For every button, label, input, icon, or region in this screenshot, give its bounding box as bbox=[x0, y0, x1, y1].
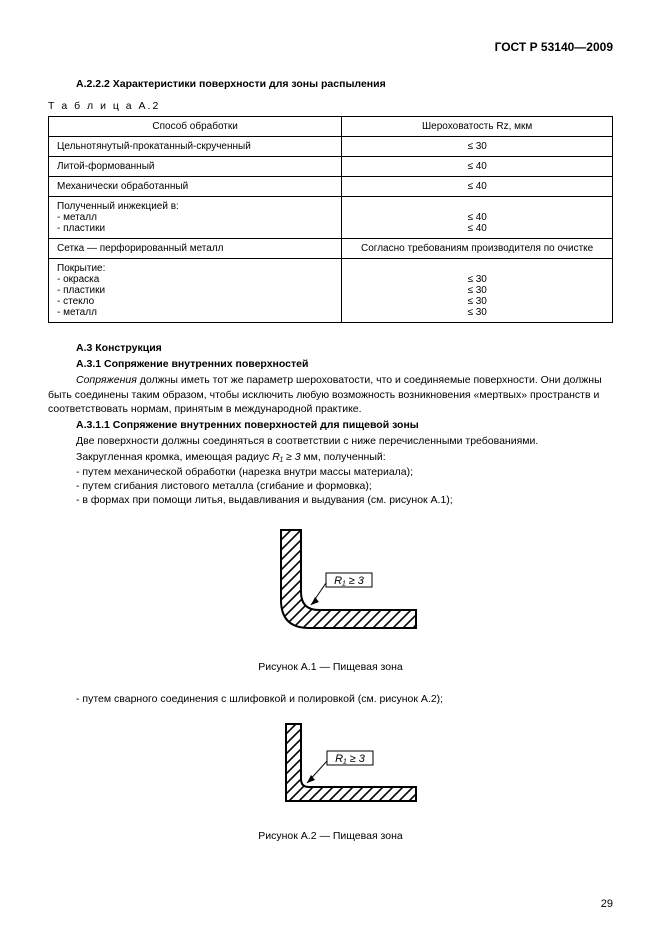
figure-a2-svg: R₁ ≥ 3 bbox=[231, 719, 431, 819]
a311-p1: Две поверхности должны соединяться в соо… bbox=[48, 434, 613, 448]
section-a31-title: А.3.1 Сопряжение внутренних поверхностей bbox=[48, 357, 613, 371]
figure-a1-label: R₁ ≥ 3 bbox=[334, 575, 365, 587]
a311-li3: - в формах при помощи литья, выдавливани… bbox=[48, 494, 613, 506]
figure-a2-label: R₁ ≥ 3 bbox=[335, 753, 366, 765]
table-row: Литой-формованный ≤ 40 bbox=[49, 157, 613, 177]
table-a2: Способ обработки Шероховатость Rz, мкм Ц… bbox=[48, 116, 613, 323]
a311-li1: - путем механической обработки (нарезка … bbox=[48, 466, 613, 478]
figure-a2: R₁ ≥ 3 bbox=[48, 719, 613, 822]
figure-a2-caption: Рисунок А.2 — Пищевая зона bbox=[48, 830, 613, 842]
table-a2-caption: Т а б л и ц а А.2 bbox=[48, 100, 613, 112]
table-row: Механически обработанный ≤ 40 bbox=[49, 177, 613, 197]
section-a222-title: А.2.2.2 Характеристики поверхности для з… bbox=[76, 78, 613, 90]
section-a311-title: А.3.1.1 Сопряжение внутренних поверхност… bbox=[48, 418, 613, 432]
a311-p2: Закругленная кромка, имеющая радиус R₁ ≥… bbox=[48, 450, 613, 464]
section-a3-title: А.3 Конструкция bbox=[48, 341, 613, 355]
a31-paragraph: Сопряжения должны иметь тот же параметр … bbox=[48, 373, 613, 416]
table-row-mesh: Сетка — перфорированный металл Согласно … bbox=[49, 239, 613, 259]
table-col1-header: Способ обработки bbox=[49, 117, 342, 137]
table-col2-header: Шероховатость Rz, мкм bbox=[342, 117, 613, 137]
table-row-injection: Полученный инжекцией в: - металл - пласт… bbox=[49, 197, 613, 239]
figure-a1-svg: R₁ ≥ 3 bbox=[231, 520, 431, 650]
figure-a1-caption: Рисунок А.1 — Пищевая зона bbox=[48, 661, 613, 673]
a311-li2: - путем сгибания листового металла (сгиб… bbox=[48, 480, 613, 492]
figure-a1: R₁ ≥ 3 bbox=[48, 520, 613, 653]
table-row-coating: Покрытие: - окраска - пластики - стекло … bbox=[49, 259, 613, 323]
document-id: ГОСТ Р 53140—2009 bbox=[48, 40, 613, 54]
between-figures-text: - путем сварного соединения с шлифовкой … bbox=[48, 693, 613, 705]
table-row: Цельнотянутый-прокатанный-скрученный ≤ 3… bbox=[49, 137, 613, 157]
page: ГОСТ Р 53140—2009 А.2.2.2 Характеристики… bbox=[0, 0, 661, 930]
page-number: 29 bbox=[601, 898, 613, 910]
